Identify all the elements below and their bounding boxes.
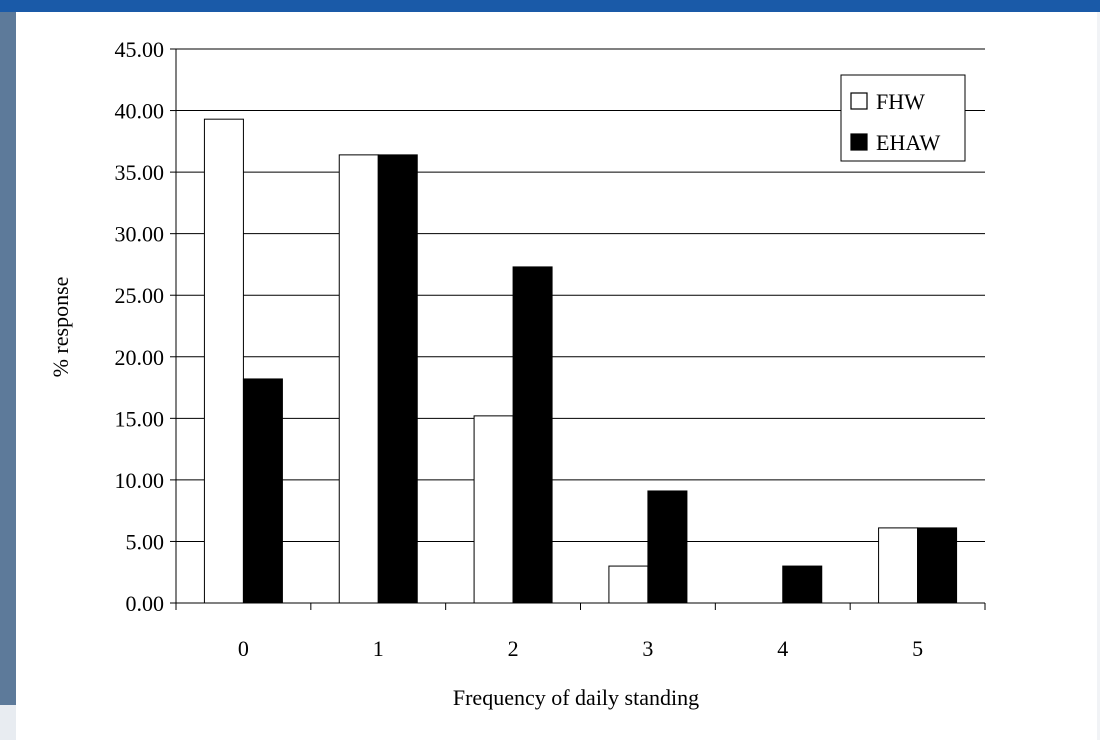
bar-ehaw-2 xyxy=(512,266,553,604)
legend-box xyxy=(840,74,966,162)
y-tick-label: 45.00 xyxy=(115,37,165,62)
top-accent-band xyxy=(0,0,1100,12)
y-tick-label: 20.00 xyxy=(115,345,165,370)
bar-fhw-2 xyxy=(473,415,514,604)
y-axis-title: % response xyxy=(48,277,73,378)
x-category-label: 4 xyxy=(777,636,788,661)
bar-fhw-0 xyxy=(203,118,244,604)
right-edge-shadow xyxy=(1097,12,1100,740)
bar-ehaw-4 xyxy=(782,565,823,604)
y-tick-label: 10.00 xyxy=(115,468,165,493)
x-category-label: 2 xyxy=(508,636,519,661)
y-tick-label: 30.00 xyxy=(115,222,165,247)
y-tick-label: 35.00 xyxy=(115,160,165,185)
bar-fhw-3 xyxy=(608,565,649,604)
x-category-label: 0 xyxy=(238,636,249,661)
legend-swatch-ehaw xyxy=(850,133,868,151)
bar-ehaw-3 xyxy=(647,490,688,604)
bar-fhw-1 xyxy=(338,154,379,604)
bar-ehaw-0 xyxy=(242,378,283,604)
left-band-corner xyxy=(0,705,16,740)
bar-ehaw-1 xyxy=(377,154,418,604)
x-category-label: 1 xyxy=(373,636,384,661)
bar-ehaw-5 xyxy=(917,527,958,604)
legend-label-fhw: FHW xyxy=(876,89,925,114)
x-category-label: 5 xyxy=(912,636,923,661)
bars xyxy=(203,118,958,604)
x-axis-title: Frequency of daily standing xyxy=(453,685,699,710)
x-category-label: 3 xyxy=(642,636,653,661)
left-accent-band xyxy=(0,12,16,740)
legend: FHW EHAW xyxy=(840,74,966,162)
x-category-labels: 0 1 2 3 4 5 xyxy=(238,636,923,661)
y-tick-label: 25.00 xyxy=(115,283,165,308)
legend-label-ehaw: EHAW xyxy=(876,130,940,155)
y-tick-labels: 0.00 5.00 10.00 15.00 20.00 25.00 30.00 35.00 40… xyxy=(115,37,165,616)
y-tick-label: 40.00 xyxy=(115,99,165,124)
legend-swatch-fhw xyxy=(850,92,868,110)
bar-fhw-5 xyxy=(878,527,919,604)
axes xyxy=(170,48,986,610)
y-tick-label: 0.00 xyxy=(126,591,165,616)
y-tick-label: 15.00 xyxy=(115,406,165,431)
y-tick-label: 5.00 xyxy=(126,529,165,554)
